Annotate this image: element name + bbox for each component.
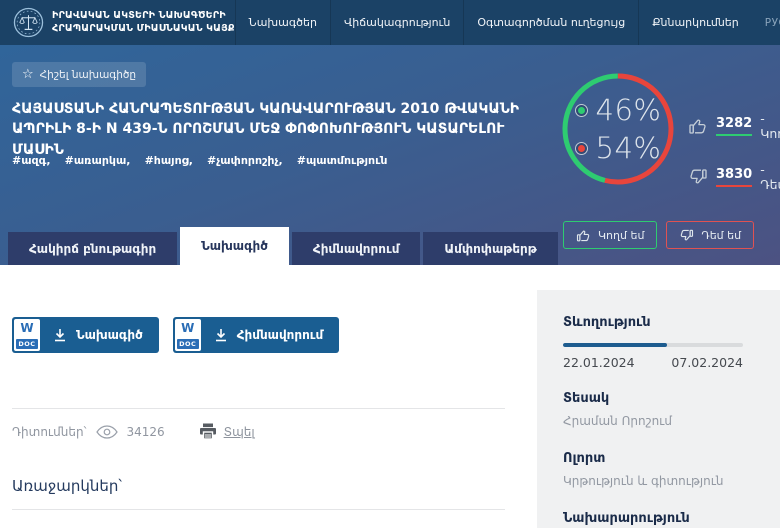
thumbs-up-icon	[688, 116, 708, 136]
tab-justification[interactable]: Հիմնավորում	[291, 232, 421, 265]
download-buttons: W DOC Նախագիծ W DOC	[12, 317, 340, 353]
download-justification-label: Հիմնավորում	[236, 328, 324, 342]
sector-value: Կրթություն և գիտություն	[563, 474, 724, 488]
main-nav: Նախագծեր Վիճակագրություն Օգտագործման ուղ…	[234, 0, 780, 45]
main-content: W DOC Նախագիծ W DOC	[0, 265, 780, 528]
for-count[interactable]: 3282	[716, 116, 753, 136]
against-count-label: - Դեմ	[760, 162, 780, 192]
hashtag-link[interactable]: #հայոց,	[144, 154, 193, 167]
divider	[12, 408, 505, 409]
hashtag-link[interactable]: #պատմություն	[296, 154, 388, 167]
sector-label: Ոլորտ	[563, 451, 606, 466]
type-section: Տեսակ Հրաման Որոշում	[563, 391, 743, 430]
download-justification-button[interactable]: W DOC Հիմնավորում	[172, 317, 340, 353]
views-count: 34126	[126, 424, 165, 439]
for-count-label: - Կողմ	[760, 111, 780, 141]
divider	[12, 509, 505, 510]
thumbs-down-icon	[688, 167, 708, 187]
tab-summary-sheet[interactable]: Ամփոփաթերթ	[423, 232, 558, 265]
download-icon	[214, 328, 228, 342]
duration-progress-track	[563, 343, 743, 347]
nav-item-statistics[interactable]: Վիճակագրություն	[329, 0, 463, 45]
draft-title: ՀԱՅԱՍՏԱՆԻ ՀԱՆՐԱՊԵՏՈՒԹՅԱՆ ԿԱՌԱՎԱՐՈՒԹՅԱՆ 2…	[12, 101, 520, 158]
scales-emblem-icon	[13, 7, 44, 38]
for-counter-row: 3282 - Կողմ	[688, 111, 780, 141]
ministry-section: Նախարարություն Կրթության, գիտության,մշակ…	[563, 511, 743, 528]
printer-icon[interactable]	[199, 423, 217, 440]
duration-dates: 22.01.2024 07.02.2024	[563, 355, 743, 370]
type-value: Հրաման Որոշում	[563, 414, 673, 428]
for-percent-row: 46%	[574, 93, 662, 127]
vote-buttons: Կողմ եմ Դեմ եմ	[563, 221, 755, 249]
nav-item-discussions[interactable]: Քննարկումներ	[638, 0, 752, 45]
against-percent-row: 54%	[574, 131, 662, 165]
vote-counters: 3282 - Կողմ 3830 - Դեմ	[688, 111, 780, 213]
doc-type-label: DOC	[16, 339, 38, 349]
vote-donut-chart: 46% 54%	[561, 72, 675, 186]
against-percent: 54%	[595, 131, 662, 165]
download-draft-button[interactable]: W DOC Նախագիծ	[12, 317, 159, 353]
nav-item-user-guide[interactable]: Օգտագործման ուղեցույց	[463, 0, 638, 45]
download-draft-label: Նախագիծ	[76, 328, 143, 342]
donut-labels: 46% 54%	[561, 72, 675, 186]
word-doc-icon: W DOC	[14, 319, 40, 351]
lang-rus[interactable]: РУС	[764, 16, 780, 29]
site-logo[interactable]: ԻՐԱՎԱԿԱՆ ԱԿՏԵՐԻ ՆԱԽԱԳԾԵՐԻ ՀՐԱՊԱՐԱԿՄԱՆ ՄԻ…	[0, 7, 235, 38]
hashtags: #ազգ, #առարկա, #հայոց, #չափորոշիչ, #պատմ…	[12, 149, 396, 168]
type-label: Տեսակ	[563, 391, 610, 406]
vote-for-button[interactable]: Կողմ եմ	[563, 221, 658, 249]
nav-item-drafts[interactable]: Նախագծեր	[234, 0, 330, 45]
thumbs-down-icon	[679, 228, 694, 243]
against-counter-row: 3830 - Դեմ	[688, 162, 780, 192]
doc-letter: W	[20, 321, 34, 335]
for-percent: 46%	[595, 93, 662, 127]
hashtag-link[interactable]: #ազգ,	[12, 154, 51, 167]
start-date: 22.01.2024	[563, 355, 635, 370]
views-row: Դիտումներ՝ 34126 Տպել	[12, 423, 255, 440]
site-title-line1: ԻՐԱՎԱԿԱՆ ԱԿՏԵՐԻ ՆԱԽԱԳԾԵՐԻ	[52, 10, 226, 22]
remember-draft-button[interactable]: ☆ Հիշել նախագիծը	[12, 62, 147, 87]
tab-brief-description[interactable]: Հակիրճ բնութագիր	[8, 232, 178, 265]
for-bullet-icon	[574, 103, 588, 117]
print-link[interactable]: Տպել	[223, 424, 255, 439]
remember-draft-label: Հիշել նախագիծը	[39, 68, 137, 81]
against-count[interactable]: 3830	[716, 167, 753, 187]
draft-hero: ☆ Հիշել նախագիծը ՀԱՅԱՍՏԱՆԻ ՀԱՆՐԱՊԵՏՈՒԹՅԱ…	[0, 45, 780, 265]
star-icon: ☆	[22, 67, 34, 82]
site-title-line2: ՀՐԱՊԱՐԱԿՄԱՆ ՄԻԱՍՆԱԿԱՆ ԿԱՅՔ	[52, 22, 235, 34]
thumbs-up-icon	[576, 228, 591, 243]
hashtag-link[interactable]: #առարկա,	[64, 154, 131, 167]
doc-letter: W	[181, 321, 195, 335]
sector-section: Ոլորտ Կրթություն և գիտություն	[563, 451, 743, 490]
donut-for-arc	[562, 73, 674, 185]
against-bullet-icon	[574, 141, 588, 155]
tab-draft[interactable]: Նախագիծ	[180, 227, 289, 265]
end-date: 07.02.2024	[671, 355, 743, 370]
draft-info-panel: Տևողություն 22.01.2024 07.02.2024 Տեսակ …	[537, 290, 780, 528]
site-title: ԻՐԱՎԱԿԱՆ ԱԿՏԵՐԻ ՆԱԽԱԳԾԵՐԻ ՀՐԱՊԱՐԱԿՄԱՆ ՄԻ…	[52, 10, 235, 35]
tab-bar: Հակիրճ բնութագիր Նախագիծ Հիմնավորում Ամփ…	[8, 227, 558, 265]
eye-icon	[96, 424, 119, 439]
vote-against-label: Դեմ եմ	[701, 228, 742, 242]
suggestions-heading: Առաջարկներ՝	[12, 477, 122, 495]
vote-against-button[interactable]: Դեմ եմ	[666, 221, 755, 249]
vote-for-label: Կողմ եմ	[598, 228, 645, 242]
hashtag-link[interactable]: #չափորոշիչ,	[206, 154, 283, 167]
download-icon	[53, 328, 67, 342]
views-label: Դիտումներ՝	[12, 424, 87, 439]
duration-progress-fill	[563, 343, 668, 347]
duration-label: Տևողություն	[563, 315, 651, 330]
word-doc-icon: W DOC	[174, 319, 201, 351]
ministry-label: Նախարարություն	[563, 511, 690, 526]
top-header: ԻՐԱՎԱԿԱՆ ԱԿՏԵՐԻ ՆԱԽԱԳԾԵՐԻ ՀՐԱՊԱՐԱԿՄԱՆ ՄԻ…	[0, 0, 780, 45]
doc-type-label: DOC	[176, 339, 199, 349]
